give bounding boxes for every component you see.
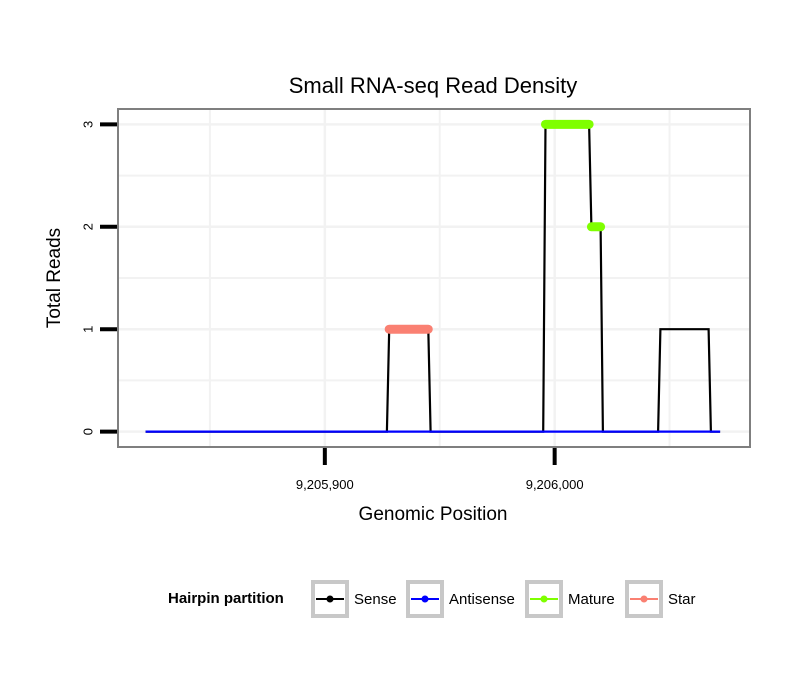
y-tick-label: 3 bbox=[81, 121, 96, 128]
x-axis: 9,205,900 9,206,000 bbox=[296, 448, 584, 492]
legend-label: Mature bbox=[568, 591, 615, 608]
legend-label: Sense bbox=[354, 591, 397, 608]
legend-label: Star bbox=[668, 591, 696, 608]
legend-label: Antisense bbox=[449, 591, 515, 608]
y-tick-label: 0 bbox=[81, 428, 96, 435]
x-tick-label: 9,206,000 bbox=[526, 477, 584, 492]
series-layer bbox=[145, 119, 721, 433]
legend-key-point bbox=[421, 595, 429, 603]
legend-title: Hairpin partition bbox=[168, 590, 284, 607]
y-tick-label: 2 bbox=[81, 223, 96, 230]
legend-item-antisense: Antisense bbox=[406, 580, 515, 618]
legend-key-point bbox=[640, 595, 648, 603]
legend-key-point bbox=[540, 595, 548, 603]
legend-item-mature: Mature bbox=[525, 580, 615, 618]
legend-item-sense: Sense bbox=[311, 580, 397, 618]
x-axis-title: Genomic Position bbox=[359, 504, 508, 525]
plot-border bbox=[117, 108, 751, 448]
chart-title: Small RNA-seq Read Density bbox=[289, 73, 578, 98]
legend-key-point bbox=[326, 595, 334, 603]
y-axis: 0 1 2 3 bbox=[81, 121, 117, 435]
y-tick-label: 1 bbox=[81, 326, 96, 333]
x-tick-label: 9,205,900 bbox=[296, 477, 354, 492]
plot-area bbox=[117, 108, 751, 448]
y-axis-title: Total Reads bbox=[44, 228, 65, 328]
legend: Hairpin partition Sense Antisense Mature St… bbox=[168, 580, 696, 618]
legend-item-star: Star bbox=[625, 580, 696, 618]
